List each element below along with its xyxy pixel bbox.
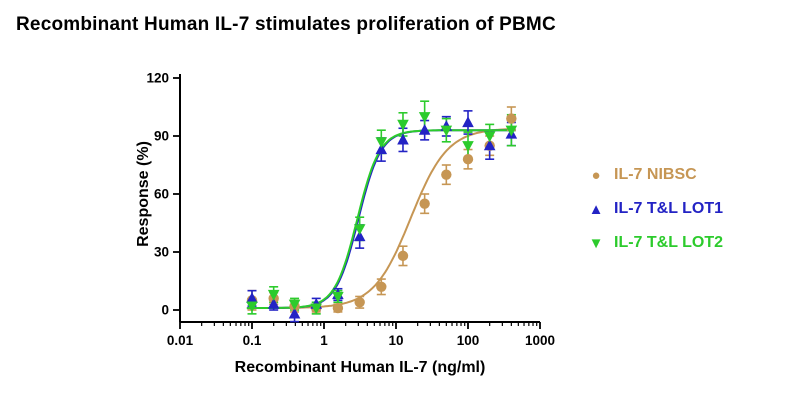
svg-text:Recombinant Human IL-7 (ng/ml): Recombinant Human IL-7 (ng/ml) — [235, 359, 486, 376]
legend-label: IL-7 NIBSC — [614, 166, 697, 183]
svg-text:90: 90 — [154, 129, 169, 144]
legend-item: ▼ IL-7 T&L LOT2 — [588, 234, 723, 252]
legend-item: ▲ IL-7 T&L LOT1 — [588, 200, 723, 218]
svg-text:10: 10 — [388, 333, 403, 348]
svg-text:Response (%): Response (%) — [135, 141, 152, 247]
svg-text:1000: 1000 — [525, 333, 555, 348]
chart-legend: ● IL-7 NIBSC ▲ IL-7 T&L LOT1 ▼ IL-7 T&L … — [588, 166, 723, 252]
svg-text:1: 1 — [320, 333, 328, 348]
svg-text:0.1: 0.1 — [243, 333, 262, 348]
legend-item: ● IL-7 NIBSC — [588, 166, 723, 184]
legend-label: IL-7 T&L LOT1 — [614, 200, 724, 217]
triangle-down-marker-icon: ▼ — [588, 234, 604, 252]
svg-text:100: 100 — [457, 333, 480, 348]
svg-text:60: 60 — [154, 187, 169, 202]
legend-label: IL-7 T&L LOT2 — [614, 234, 724, 251]
svg-text:0: 0 — [161, 303, 169, 318]
svg-text:30: 30 — [154, 245, 169, 260]
svg-text:120: 120 — [146, 71, 169, 86]
chart-title: Recombinant Human IL-7 stimulates prolif… — [16, 14, 556, 35]
circle-marker-icon: ● — [591, 166, 601, 184]
svg-text:0.01: 0.01 — [167, 333, 194, 348]
triangle-up-marker-icon: ▲ — [588, 200, 604, 218]
